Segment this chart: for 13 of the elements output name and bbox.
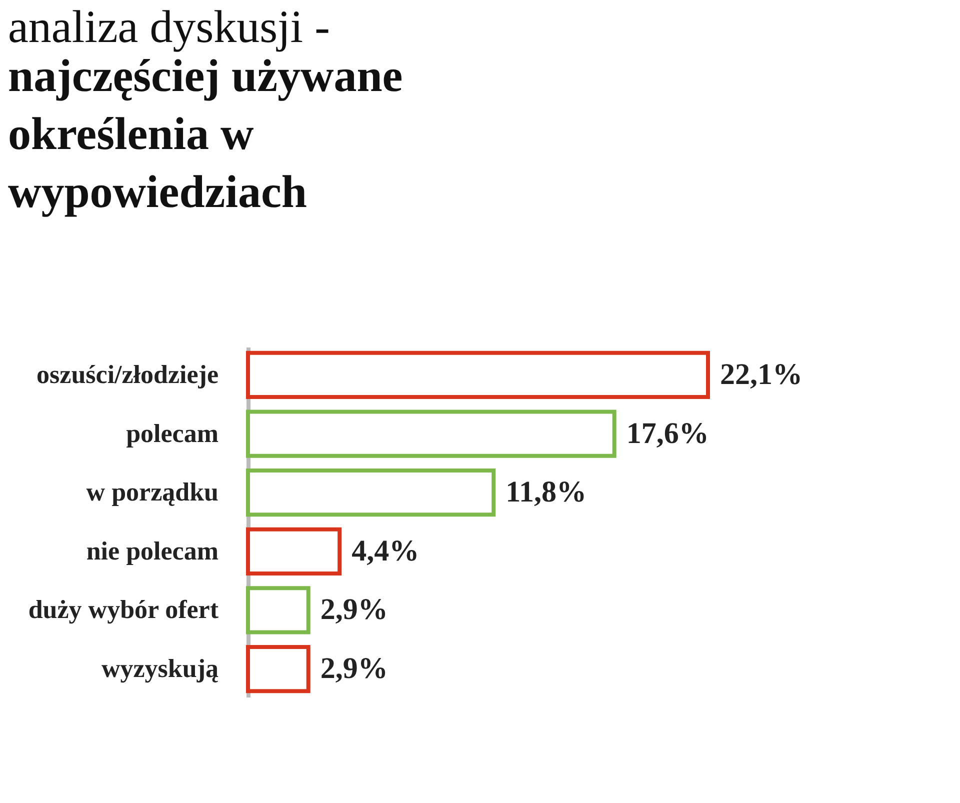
y-tick-label: oszuści/złodzieje bbox=[36, 360, 218, 389]
data-label: 2,9% bbox=[320, 593, 388, 626]
y-tick-label: wyzyskują bbox=[101, 654, 218, 684]
y-tick-label: w porządku bbox=[86, 478, 218, 507]
data-label: 4,4% bbox=[352, 534, 420, 568]
data-label: 11,8% bbox=[506, 476, 586, 509]
data-label: 17,6% bbox=[626, 416, 709, 450]
data-label: 2,9% bbox=[320, 652, 388, 686]
data-label: 22,1% bbox=[720, 358, 802, 391]
y-tick-label: nie polecam bbox=[86, 536, 219, 566]
y-tick-label: duży wybór ofert bbox=[28, 595, 219, 624]
y-tick-label: polecam bbox=[126, 418, 219, 448]
chart-title: analiza dyskusji - bbox=[8, 1, 330, 52]
